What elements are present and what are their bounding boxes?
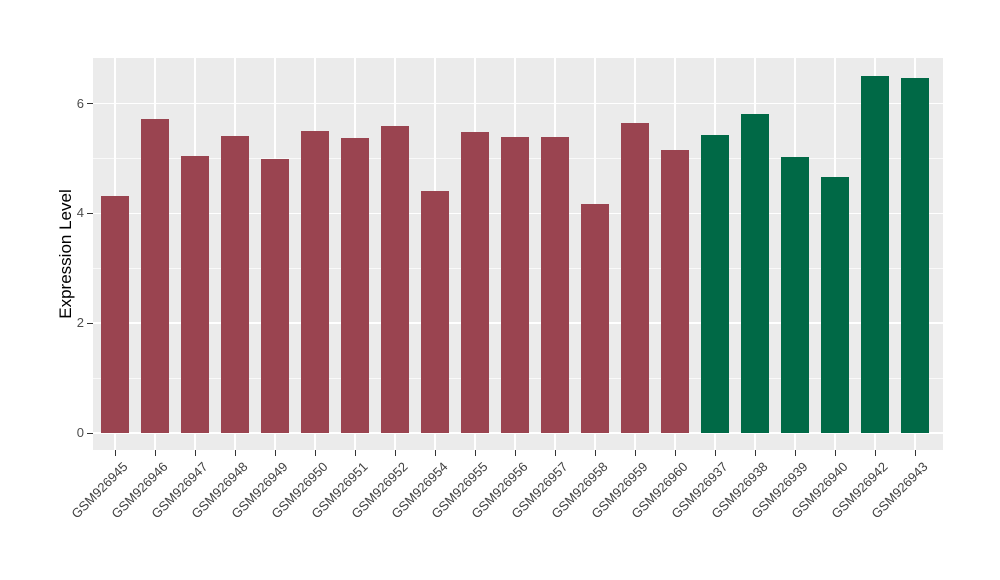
x-tick-mark <box>314 450 316 456</box>
bar-GSM926957 <box>541 137 569 433</box>
bar-GSM926951 <box>341 137 369 433</box>
x-tick-mark <box>914 450 916 456</box>
bar-GSM926942 <box>861 75 889 433</box>
bar-GSM926959 <box>621 123 649 433</box>
x-tick-mark <box>474 450 476 456</box>
bar-GSM926939 <box>781 157 809 433</box>
bar-GSM926954 <box>421 190 449 433</box>
x-tick-mark <box>434 450 436 456</box>
x-tick-mark <box>634 450 636 456</box>
y-tick-mark <box>87 322 93 324</box>
y-tick-label: 4 <box>76 205 84 221</box>
bar-GSM926943 <box>901 77 929 433</box>
plot-panel <box>93 58 943 450</box>
bar-GSM926956 <box>501 137 529 433</box>
bar-GSM926947 <box>181 155 209 433</box>
y-tick-label: 0 <box>76 425 84 440</box>
x-tick-mark <box>834 450 836 456</box>
bar-GSM926948 <box>221 135 249 433</box>
bar-GSM926945 <box>101 196 129 433</box>
bar-GSM926958 <box>581 203 609 433</box>
bar-GSM926952 <box>381 126 409 433</box>
bar-GSM926937 <box>701 134 729 433</box>
bar-GSM926938 <box>741 114 769 433</box>
x-tick-mark <box>594 450 596 456</box>
x-tick-mark <box>234 450 236 456</box>
bar-GSM926950 <box>301 131 329 433</box>
x-tick-mark <box>874 450 876 456</box>
x-tick-mark <box>714 450 716 456</box>
y-tick-mark <box>87 212 93 214</box>
y-tick-label: 2 <box>76 315 84 331</box>
bar-GSM926940 <box>821 176 849 433</box>
y-tick-mark <box>87 432 93 434</box>
x-tick-mark <box>194 450 196 456</box>
x-tick-mark <box>514 450 516 456</box>
y-tick-mark <box>87 103 93 105</box>
bar-GSM926955 <box>461 132 489 433</box>
bar-GSM926946 <box>141 118 169 433</box>
x-tick-mark <box>114 450 116 456</box>
x-tick-mark <box>674 450 676 456</box>
bar-GSM926960 <box>661 150 689 433</box>
y-tick-label: 6 <box>76 95 84 111</box>
major-gridline <box>93 102 943 105</box>
x-tick-mark <box>394 450 396 456</box>
x-tick-mark <box>354 450 356 456</box>
x-tick-mark <box>154 450 156 456</box>
x-tick-mark <box>274 450 276 456</box>
x-tick-mark <box>554 450 556 456</box>
x-tick-mark <box>794 450 796 456</box>
bar-GSM926949 <box>261 158 289 433</box>
x-tick-mark <box>754 450 756 456</box>
major-gridline <box>93 432 943 434</box>
